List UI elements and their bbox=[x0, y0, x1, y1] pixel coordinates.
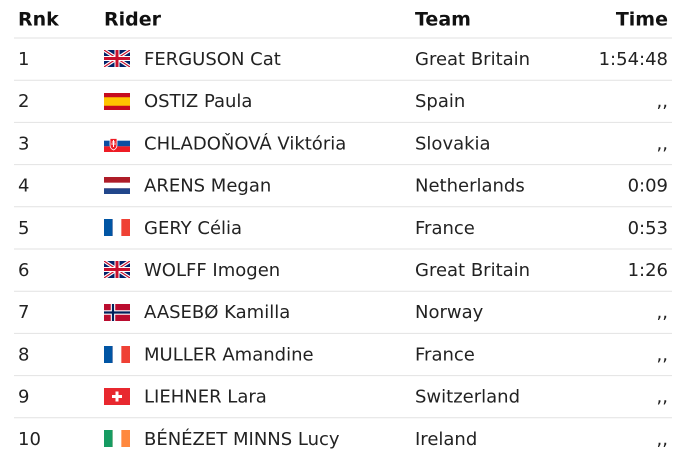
header-team: Team bbox=[415, 9, 471, 31]
cell-time: ,, bbox=[657, 344, 668, 365]
header-rider: Rider bbox=[104, 9, 162, 31]
cell-team: Ireland bbox=[415, 429, 477, 450]
cell-time: ,, bbox=[657, 387, 668, 408]
cell-rank: 3 bbox=[18, 133, 29, 154]
cell-team: Slovakia bbox=[415, 133, 491, 154]
cell-team: Norway bbox=[415, 302, 484, 323]
cell-rider: ARENS Megan bbox=[144, 176, 271, 197]
flag bbox=[104, 135, 130, 152]
cell-team: Great Britain bbox=[415, 49, 530, 70]
cell-team: Netherlands bbox=[415, 176, 525, 197]
cell-rider: FERGUSON Cat bbox=[144, 49, 281, 70]
cell-team: Switzerland bbox=[415, 387, 520, 408]
cell-rider: MULLER Amandine bbox=[144, 344, 314, 365]
flag bbox=[104, 219, 130, 236]
flag bbox=[104, 261, 130, 278]
cell-rider: OSTIZ Paula bbox=[144, 91, 252, 112]
cell-time: ,, bbox=[657, 133, 668, 154]
cell-team: France bbox=[415, 218, 475, 239]
cell-rank: 2 bbox=[18, 91, 29, 112]
cell-time: 0:53 bbox=[628, 218, 668, 239]
cell-rider: WOLFF Imogen bbox=[144, 260, 280, 281]
cell-rank: 10 bbox=[18, 429, 41, 450]
flag bbox=[104, 430, 130, 447]
cell-time: ,, bbox=[657, 429, 668, 450]
cell-rank: 6 bbox=[18, 260, 29, 281]
cell-time: 0:09 bbox=[628, 176, 668, 197]
cell-team: France bbox=[415, 344, 475, 365]
flag bbox=[104, 93, 130, 110]
flag bbox=[104, 177, 130, 194]
flag bbox=[104, 346, 130, 363]
cell-time: 1:26 bbox=[628, 260, 668, 281]
cell-rider: GERY Célia bbox=[144, 218, 242, 239]
flag bbox=[104, 388, 130, 405]
flag bbox=[104, 50, 130, 67]
cell-rank: 1 bbox=[18, 49, 29, 70]
cell-rider: AASEBØ Kamilla bbox=[144, 302, 290, 323]
cell-time: 1:54:48 bbox=[599, 49, 668, 70]
flag bbox=[104, 304, 130, 321]
cell-rider: LIEHNER Lara bbox=[144, 387, 267, 408]
cell-team: Spain bbox=[415, 91, 465, 112]
cell-rank: 5 bbox=[18, 218, 29, 239]
cell-time: ,, bbox=[657, 302, 668, 323]
cell-rank: 8 bbox=[18, 344, 29, 365]
header-rank: Rnk bbox=[18, 9, 59, 31]
cell-rank: 9 bbox=[18, 387, 29, 408]
cell-rank: 4 bbox=[18, 176, 29, 197]
header-time: Time bbox=[616, 9, 668, 31]
cell-rider: BÉNÉZET MINNS Lucy bbox=[144, 428, 340, 450]
cell-rank: 7 bbox=[18, 302, 29, 323]
cell-rider: CHLADOŇOVÁ Viktória bbox=[144, 132, 346, 154]
cell-team: Great Britain bbox=[415, 260, 530, 281]
cell-time: ,, bbox=[657, 91, 668, 112]
